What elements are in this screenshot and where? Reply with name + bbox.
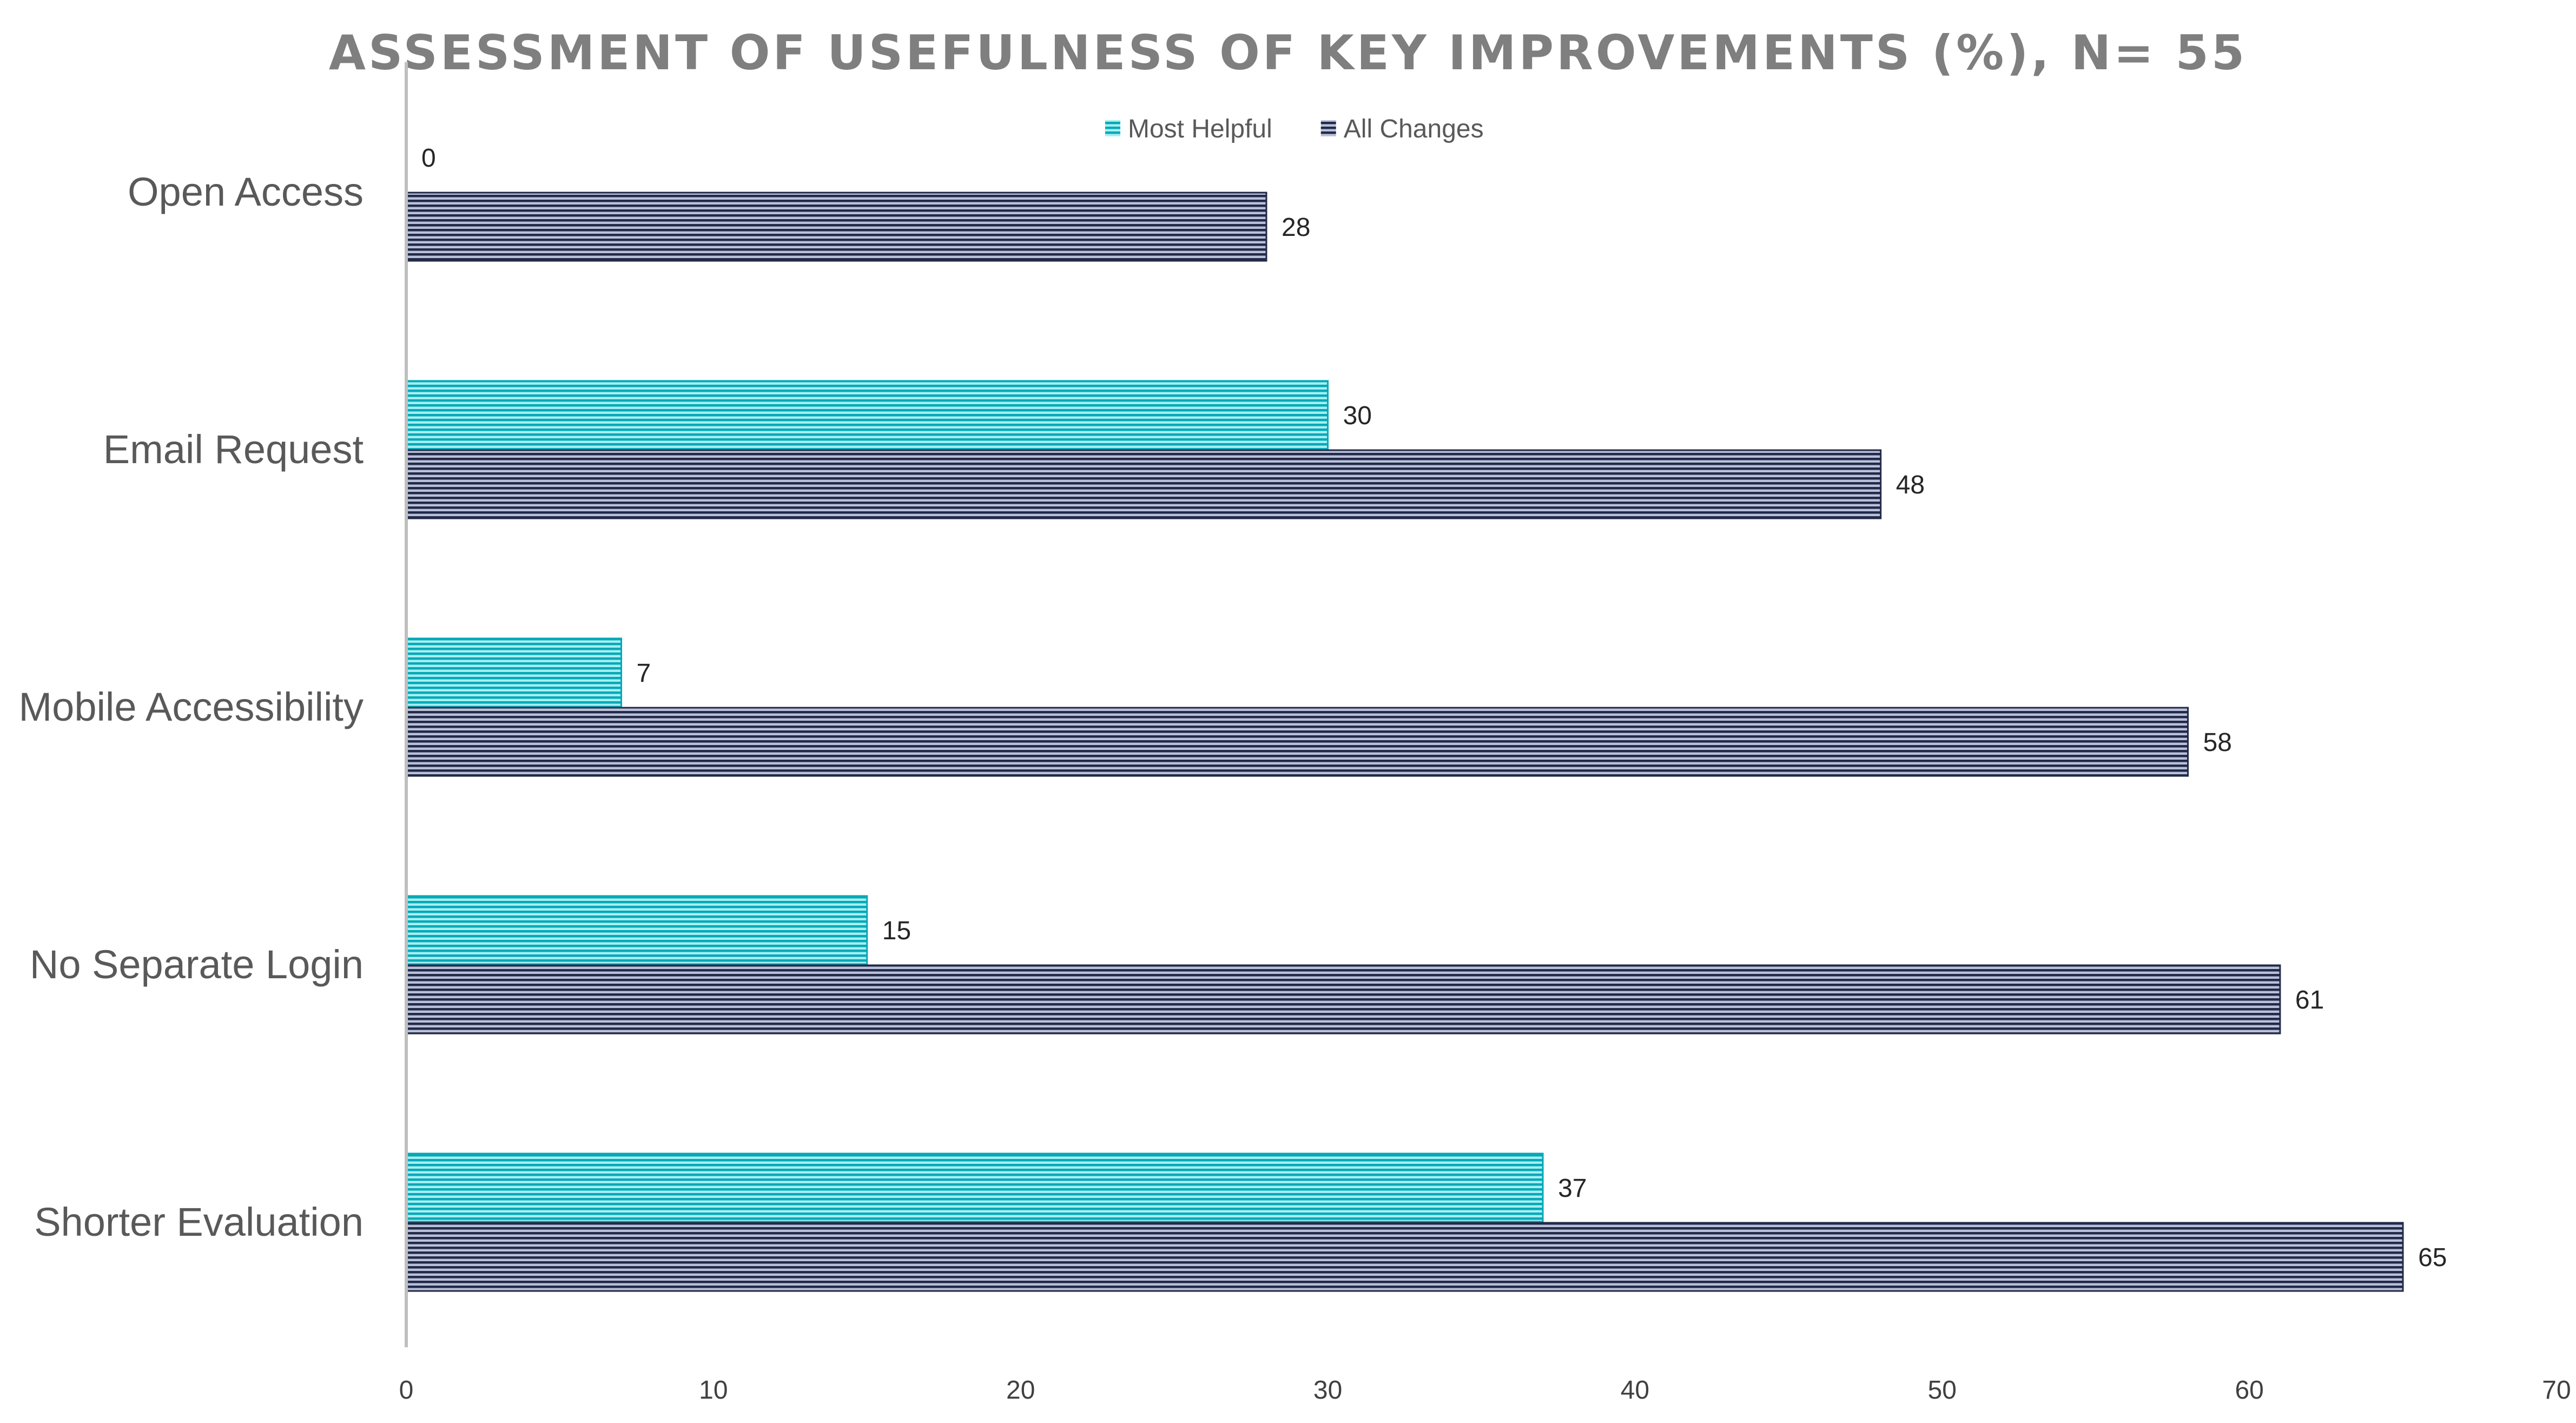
category-label: Mobile Accessibility bbox=[19, 684, 364, 729]
category-label: Email Request bbox=[103, 427, 364, 472]
category-label: Open Access bbox=[128, 169, 364, 214]
legend-swatch bbox=[1105, 120, 1120, 136]
bar-all-changes bbox=[405, 964, 2281, 1035]
data-label: 65 bbox=[2418, 1243, 2447, 1272]
category-label: No Separate Login bbox=[30, 942, 364, 987]
data-label: 48 bbox=[1896, 471, 1925, 499]
x-tick-label: 60 bbox=[2235, 1376, 2263, 1405]
x-tick-label: 40 bbox=[1621, 1376, 1649, 1405]
chart-title: ASSESSMENT OF USEFULNESS OF KEY IMPROVEM… bbox=[329, 25, 2247, 81]
x-tick-label: 30 bbox=[1313, 1376, 1342, 1405]
data-label: 61 bbox=[2295, 986, 2324, 1014]
data-label: 15 bbox=[882, 917, 911, 945]
x-tick-label: 0 bbox=[399, 1376, 414, 1405]
x-tick-label: 70 bbox=[2542, 1376, 2571, 1405]
legend-label: All Changes bbox=[1344, 115, 1484, 143]
data-label: 0 bbox=[421, 144, 436, 173]
category-label: Shorter Evaluation bbox=[34, 1200, 364, 1244]
x-tick-label: 50 bbox=[1928, 1376, 1957, 1405]
legend: Most Helpful All Changes bbox=[1105, 115, 1484, 143]
bar-all-changes bbox=[405, 1222, 2404, 1292]
bar-most-helpful bbox=[405, 1152, 1544, 1223]
bar-most-helpful bbox=[405, 380, 1329, 450]
bar-all-changes bbox=[405, 192, 1267, 262]
bar-all-changes bbox=[405, 449, 1882, 519]
legend-swatch bbox=[1320, 120, 1336, 136]
legend-label: Most Helpful bbox=[1128, 115, 1272, 143]
data-label: 58 bbox=[2203, 728, 2232, 757]
bar-most-helpful bbox=[405, 895, 868, 965]
x-tick-label: 20 bbox=[1006, 1376, 1035, 1405]
bar-most-helpful bbox=[405, 637, 622, 708]
x-tick-label: 10 bbox=[699, 1376, 728, 1405]
data-label: 7 bbox=[637, 659, 651, 688]
data-label: 28 bbox=[1282, 213, 1310, 242]
data-label: 37 bbox=[1558, 1174, 1587, 1203]
data-label: 30 bbox=[1343, 401, 1372, 430]
bar-all-changes bbox=[405, 707, 2189, 777]
